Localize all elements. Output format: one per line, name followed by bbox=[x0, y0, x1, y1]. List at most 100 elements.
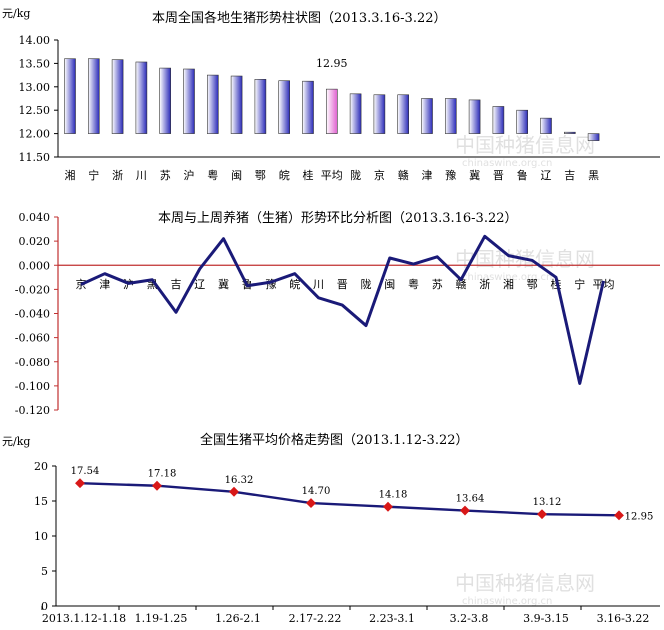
c1-x-tick-label: 赣 bbox=[398, 168, 409, 182]
c1-x-tick-label: 黑 bbox=[588, 169, 599, 182]
c2-x-tick-label: 川 bbox=[313, 278, 324, 291]
watermark-text-3: 中国种猪信息网 bbox=[455, 571, 595, 595]
c1-y-tick-label: 13.00 bbox=[19, 81, 51, 94]
c3-y-tick-label: 5 bbox=[41, 565, 48, 578]
c2-x-tick-label: 赣 bbox=[456, 277, 467, 291]
bar bbox=[468, 99, 481, 134]
c1-y-tick-label: 13.50 bbox=[19, 57, 51, 70]
c1-x-tick-label: 湘 bbox=[65, 168, 76, 182]
c2-y-tick-label: -0.040 bbox=[15, 308, 50, 321]
c3-data-label: 14.70 bbox=[302, 486, 331, 497]
c3-data-label: 16.32 bbox=[225, 475, 254, 486]
c2-x-tick-label: 陇 bbox=[361, 277, 372, 291]
c2-y-tick-label: -0.020 bbox=[15, 283, 50, 296]
bar bbox=[325, 88, 338, 134]
c3-x-tick-label: 3.16-3.22 bbox=[597, 612, 650, 625]
c1-x-tick-label: 浙 bbox=[112, 169, 123, 182]
c3-point-marker bbox=[614, 510, 624, 521]
watermark-text-1: 中国种猪信息网 bbox=[455, 133, 595, 157]
c2-x-tick-label: 粤 bbox=[408, 277, 419, 291]
c3-point-marker bbox=[537, 509, 547, 520]
c2-x-tick-label: 冀 bbox=[218, 277, 229, 291]
c1-x-tick-label: 宁 bbox=[88, 168, 99, 182]
bar bbox=[88, 58, 100, 134]
bar bbox=[397, 94, 410, 134]
c2-x-tick-label: 辽 bbox=[194, 278, 205, 291]
c1-x-tick-label: 桂 bbox=[303, 168, 314, 182]
c1-y-tick-label: 12.50 bbox=[19, 104, 51, 117]
c3-series-line bbox=[79, 482, 620, 517]
c3-point-marker bbox=[152, 480, 162, 491]
bar-data-label: 12.95 bbox=[316, 57, 348, 70]
c2-x-tick-label: 津 bbox=[99, 278, 110, 291]
bar bbox=[207, 74, 219, 134]
bar bbox=[64, 58, 76, 134]
bar-chart: 元/kg 本周全国各地生猪形势柱状图（2013.3.16-3.22） 14.00… bbox=[2, 7, 660, 182]
c2-y-tick-label: -0.060 bbox=[15, 332, 50, 345]
bar bbox=[183, 68, 195, 134]
trend-line-chart: 元/kg 全国生猪平均价格走势图（2013.1.12-3.22） 20 15 10 5… bbox=[2, 432, 660, 625]
c3-title: 全国生猪平均价格走势图（2013.1.12-3.22） bbox=[200, 432, 469, 448]
c2-y-tick-label: -0.120 bbox=[15, 404, 50, 417]
watermark: 中国种猪信息网 chinaswine.org.cn 中国种猪信息网 chinas… bbox=[455, 133, 595, 607]
c3-x-tick-label: 2013.1.12-1.18 bbox=[42, 612, 126, 625]
c3-y-tick-label: 0 bbox=[41, 600, 48, 613]
c3-y-tick-label: 15 bbox=[34, 495, 48, 508]
bar bbox=[159, 67, 171, 134]
c1-y-tick-label: 12.00 bbox=[19, 128, 51, 141]
c2-y-tick-label: -0.080 bbox=[15, 356, 50, 369]
c1-x-tick-label: 辽 bbox=[541, 169, 552, 182]
c1-x-tick-label: 鲁 bbox=[517, 168, 528, 182]
watermark-url-1: chinaswine.org.cn bbox=[462, 158, 552, 169]
watermark-url-2: chinaswine.org.cn bbox=[462, 272, 552, 283]
c1-x-tick-label: 皖 bbox=[279, 168, 290, 182]
c1-title: 本周全国各地生猪形势柱状图（2013.3.16-3.22） bbox=[152, 10, 447, 26]
c1-x-tick-label: 陇 bbox=[350, 168, 361, 182]
c3-point-marker bbox=[460, 505, 470, 516]
c2-x-tick-label: 浙 bbox=[479, 278, 490, 291]
c3-x-tick-label: 1.26-2.1 bbox=[215, 612, 261, 625]
c2-y-tick-label: 0.040 bbox=[19, 211, 51, 224]
c2-title: 本周与上周养猪（生猪）形势环比分析图（2013.3.16-3.22） bbox=[158, 210, 518, 226]
c1-x-tick-label: 川 bbox=[136, 169, 147, 182]
bar bbox=[492, 106, 505, 134]
c2-y-tick-label: 0.000 bbox=[19, 259, 51, 272]
c2-series-line bbox=[80, 234, 605, 385]
c1-x-tick-label: 闽 bbox=[231, 169, 242, 182]
c1-y-unit: 元/kg bbox=[2, 7, 30, 20]
c1-x-tick-label: 津 bbox=[422, 169, 433, 182]
c3-data-label: 17.18 bbox=[148, 469, 177, 480]
c3-point-marker bbox=[75, 478, 85, 489]
c1-x-tick-label: 粤 bbox=[207, 168, 218, 182]
c3-data-label: 14.18 bbox=[379, 490, 408, 501]
bar bbox=[421, 98, 433, 134]
c3-x-tick-label: 1.19-1.25 bbox=[135, 612, 188, 625]
c1-x-tick-label: 沪 bbox=[184, 168, 195, 182]
c3-data-label: 17.54 bbox=[71, 466, 100, 477]
bar bbox=[516, 109, 529, 134]
bar bbox=[540, 117, 552, 134]
c2-x-tick-label: 闽 bbox=[384, 278, 395, 291]
c3-data-label: 13.64 bbox=[456, 494, 485, 505]
c2-x-tick-label: 宁 bbox=[574, 277, 585, 291]
c3-point-marker bbox=[383, 501, 393, 512]
c2-x-tick-label: 湘 bbox=[503, 277, 514, 291]
c1-x-tick-label: 吉 bbox=[564, 169, 575, 182]
bar bbox=[135, 61, 148, 134]
c3-y-tick-label: 10 bbox=[34, 530, 48, 543]
bar bbox=[254, 79, 267, 134]
bar bbox=[278, 80, 291, 134]
c2-y-tick-label: -0.100 bbox=[15, 380, 50, 393]
bar bbox=[302, 80, 314, 134]
c3-x-tick-label: 3.9-3.15 bbox=[523, 612, 569, 625]
c1-x-tick-label: 晋 bbox=[493, 169, 504, 182]
c2-x-tick-label: 豫 bbox=[266, 278, 277, 291]
c2-y-tick-label: 0.020 bbox=[19, 235, 51, 248]
c3-y-unit: 元/kg bbox=[2, 435, 30, 448]
change-line-chart: 本周与上周养猪（生猪）形势环比分析图（2013.3.16-3.22） 0.040… bbox=[15, 210, 660, 417]
bar bbox=[587, 133, 600, 141]
c3-x-tick-label: 3.2-3.8 bbox=[450, 612, 489, 625]
bar bbox=[444, 98, 457, 134]
c2-x-tick-label: 苏 bbox=[432, 278, 443, 291]
